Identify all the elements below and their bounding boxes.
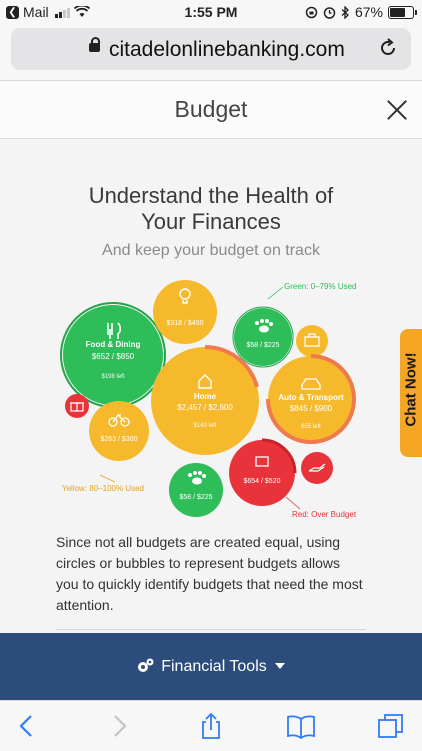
headline-line-1: Understand the Health of bbox=[88, 183, 334, 208]
bubble-food-label: Food & Dining bbox=[86, 340, 141, 349]
hand-icon bbox=[308, 463, 326, 472]
bubble-shopping-amount: $654 / $520 bbox=[244, 478, 281, 485]
back-to-app-icon[interactable]: ❮ bbox=[6, 5, 19, 19]
headline: Understand the Health of Your Finances bbox=[30, 183, 392, 235]
bubble-utilities-amount: $318 / $450 bbox=[167, 320, 204, 327]
reload-icon[interactable] bbox=[377, 37, 399, 59]
bicycle-icon bbox=[108, 413, 130, 427]
subheadline: And keep your budget on track bbox=[102, 242, 320, 259]
close-icon[interactable] bbox=[386, 98, 408, 120]
bubble-pets: $58 / $225 bbox=[232, 306, 294, 368]
headline-line-2: Your Finances bbox=[141, 209, 281, 234]
paw-icon-2 bbox=[188, 471, 206, 485]
financial-tools-bar[interactable]: Financial Tools bbox=[0, 633, 422, 700]
financial-tools-label[interactable]: Financial Tools bbox=[161, 658, 267, 675]
budget-bubbles-illustration: Green: 0–79% Used Yellow: 80–100% Used R… bbox=[60, 280, 357, 519]
bubble-giving bbox=[301, 452, 333, 484]
back-app-label[interactable]: Mail bbox=[23, 4, 49, 20]
utensils-icon bbox=[107, 322, 122, 339]
cart-icon bbox=[255, 456, 269, 467]
bookmarks-icon[interactable] bbox=[286, 711, 316, 741]
tabs-icon[interactable] bbox=[376, 711, 406, 741]
lock-icon bbox=[89, 37, 100, 52]
battery-icon bbox=[388, 5, 417, 19]
paw-icon bbox=[255, 319, 273, 333]
bubble-shopping: $654 / $520 bbox=[229, 438, 297, 506]
forward-icon[interactable] bbox=[104, 711, 134, 741]
status-time: 1:55 PM bbox=[184, 4, 238, 20]
address-bar-container: citadelonlinebanking.com bbox=[0, 24, 422, 81]
signal-icon bbox=[54, 7, 70, 18]
briefcase-icon bbox=[304, 336, 320, 347]
bubble-pets2-amount: $58 / $225 bbox=[179, 494, 212, 501]
house-icon bbox=[198, 374, 212, 389]
bubble-auto-amount: $845 / $900 bbox=[290, 404, 333, 413]
address-bar[interactable]: citadelonlinebanking.com bbox=[11, 28, 411, 70]
status-bar: ❮ Mail 1:55 PM 67% bbox=[0, 0, 422, 24]
battery-percent: 67% bbox=[354, 4, 383, 20]
lightbulb-icon bbox=[179, 288, 191, 300]
bubble-gifts bbox=[65, 394, 89, 418]
bubble-pets-amount: $58 / $225 bbox=[246, 342, 279, 349]
status-left: ❮ Mail bbox=[6, 4, 90, 20]
sheet-header: Budget bbox=[0, 81, 422, 139]
legend-red: Red: Over Budget bbox=[292, 510, 357, 519]
bubble-utilities: $318 / $450 bbox=[153, 280, 217, 344]
bubble-home-label: Home bbox=[194, 392, 217, 401]
rotation-lock-icon bbox=[305, 6, 318, 18]
url-text[interactable]: citadelonlinebanking.com bbox=[109, 38, 345, 61]
financial-tools-menu[interactable]: Financial Tools bbox=[0, 657, 422, 676]
back-icon[interactable] bbox=[12, 711, 42, 741]
alarm-icon bbox=[323, 6, 336, 19]
bubble-pets-2: $58 / $225 bbox=[169, 463, 223, 517]
main-content: Understand the Health of Your Finances A… bbox=[0, 139, 422, 633]
bubble-bicycle: $263 / $300 bbox=[89, 401, 149, 461]
bubble-business bbox=[296, 325, 328, 357]
bluetooth-icon bbox=[341, 5, 349, 19]
bubble-home-note: $143 left bbox=[193, 423, 216, 429]
wifi-icon bbox=[73, 6, 90, 17]
bubble-food-amount: $652 / $850 bbox=[92, 352, 135, 361]
bubble-bicycle-amount: $263 / $300 bbox=[101, 436, 138, 443]
car-icon bbox=[301, 378, 321, 390]
bubble-food-dining: Food & Dining $652 / $850 $198 left bbox=[60, 302, 166, 408]
sheet-title: Budget bbox=[174, 96, 248, 122]
bubble-home: Home $2,457 / $2,600 $143 left bbox=[151, 345, 259, 455]
bubble-auto-note: $55 left bbox=[301, 424, 321, 430]
gears-icon bbox=[138, 658, 154, 672]
share-icon[interactable] bbox=[196, 711, 226, 741]
bubble-food-note: $198 left bbox=[101, 374, 124, 380]
divider bbox=[56, 629, 366, 630]
chat-now-label[interactable]: Chat Now! bbox=[402, 352, 420, 427]
browser-toolbar bbox=[0, 700, 422, 751]
bubble-auto-label: Auto & Transport bbox=[278, 393, 344, 402]
bubble-home-amount: $2,457 / $2,600 bbox=[177, 403, 233, 412]
chevron-down-icon[interactable] bbox=[274, 663, 285, 669]
description-text: Since not all budgets are created equal,… bbox=[56, 534, 363, 613]
legend-yellow: Yellow: 80–100% Used bbox=[62, 484, 144, 493]
status-right: 67% bbox=[305, 4, 417, 20]
legend-green: Green: 0–79% Used bbox=[284, 282, 357, 291]
bubble-auto-transport: Auto & Transport $845 / $900 $55 left bbox=[266, 354, 356, 444]
chat-now-tab[interactable]: Chat Now! bbox=[400, 329, 422, 457]
